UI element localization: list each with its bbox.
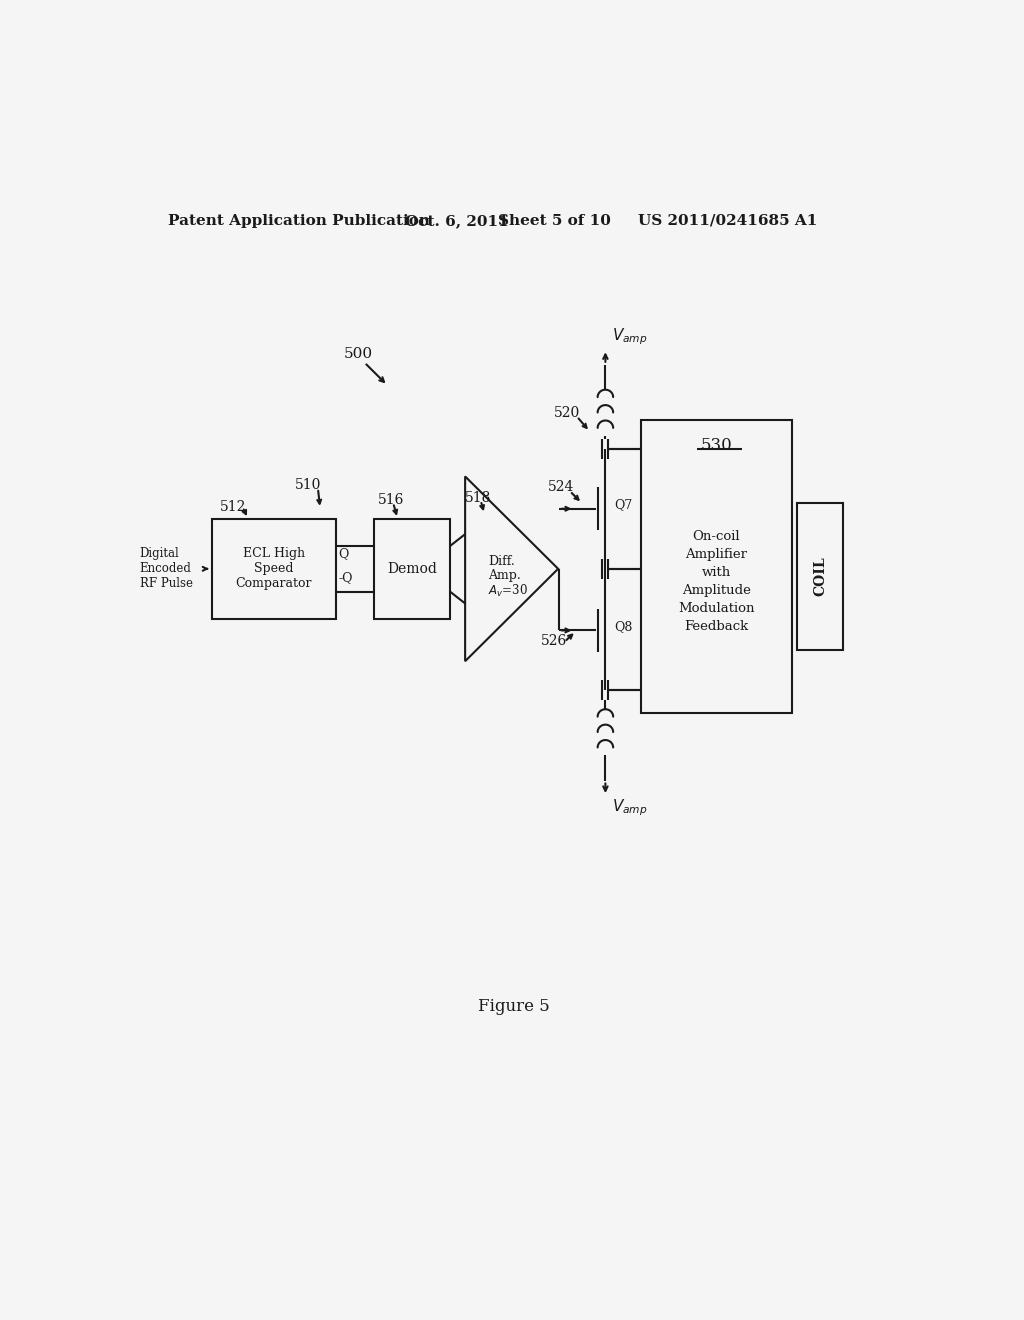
Text: Oct. 6, 2011: Oct. 6, 2011	[406, 214, 509, 228]
Text: ECL High
Speed
Comparator: ECL High Speed Comparator	[236, 548, 312, 590]
Text: Patent Application Publication: Patent Application Publication	[168, 214, 430, 228]
Text: Sheet 5 of 10: Sheet 5 of 10	[499, 214, 611, 228]
Text: 512: 512	[219, 499, 246, 513]
Text: $V_{amp}$: $V_{amp}$	[611, 326, 647, 347]
Text: 530: 530	[700, 437, 732, 454]
Text: 516: 516	[378, 494, 403, 507]
Text: Demod: Demod	[387, 562, 437, 576]
Text: On-coil
Amplifier
with
Amplitude
Modulation
Feedback: On-coil Amplifier with Amplitude Modulat…	[678, 531, 755, 634]
Text: 500: 500	[343, 347, 373, 362]
Bar	[797, 503, 844, 649]
Text: Amp.: Amp.	[488, 569, 521, 582]
Text: 526: 526	[541, 635, 567, 648]
Text: Figure 5: Figure 5	[478, 998, 550, 1015]
Text: -Q: -Q	[338, 572, 352, 585]
Text: Q7: Q7	[614, 499, 633, 511]
Text: Q8: Q8	[614, 620, 633, 634]
Text: Digital
Encoded
RF Pulse: Digital Encoded RF Pulse	[139, 548, 193, 590]
Bar	[375, 519, 451, 619]
Text: $V_{amp}$: $V_{amp}$	[611, 797, 647, 818]
Bar	[641, 420, 793, 713]
Text: Q: Q	[338, 546, 348, 560]
Text: 524: 524	[548, 480, 574, 494]
Text: 518: 518	[465, 491, 492, 506]
Text: US 2011/0241685 A1: US 2011/0241685 A1	[638, 214, 817, 228]
Text: Diff.: Diff.	[488, 554, 515, 568]
Text: COIL: COIL	[813, 557, 827, 597]
Text: $A_v$=30: $A_v$=30	[488, 582, 528, 599]
Text: 510: 510	[295, 478, 321, 492]
Text: 520: 520	[554, 407, 580, 420]
Bar	[212, 519, 336, 619]
